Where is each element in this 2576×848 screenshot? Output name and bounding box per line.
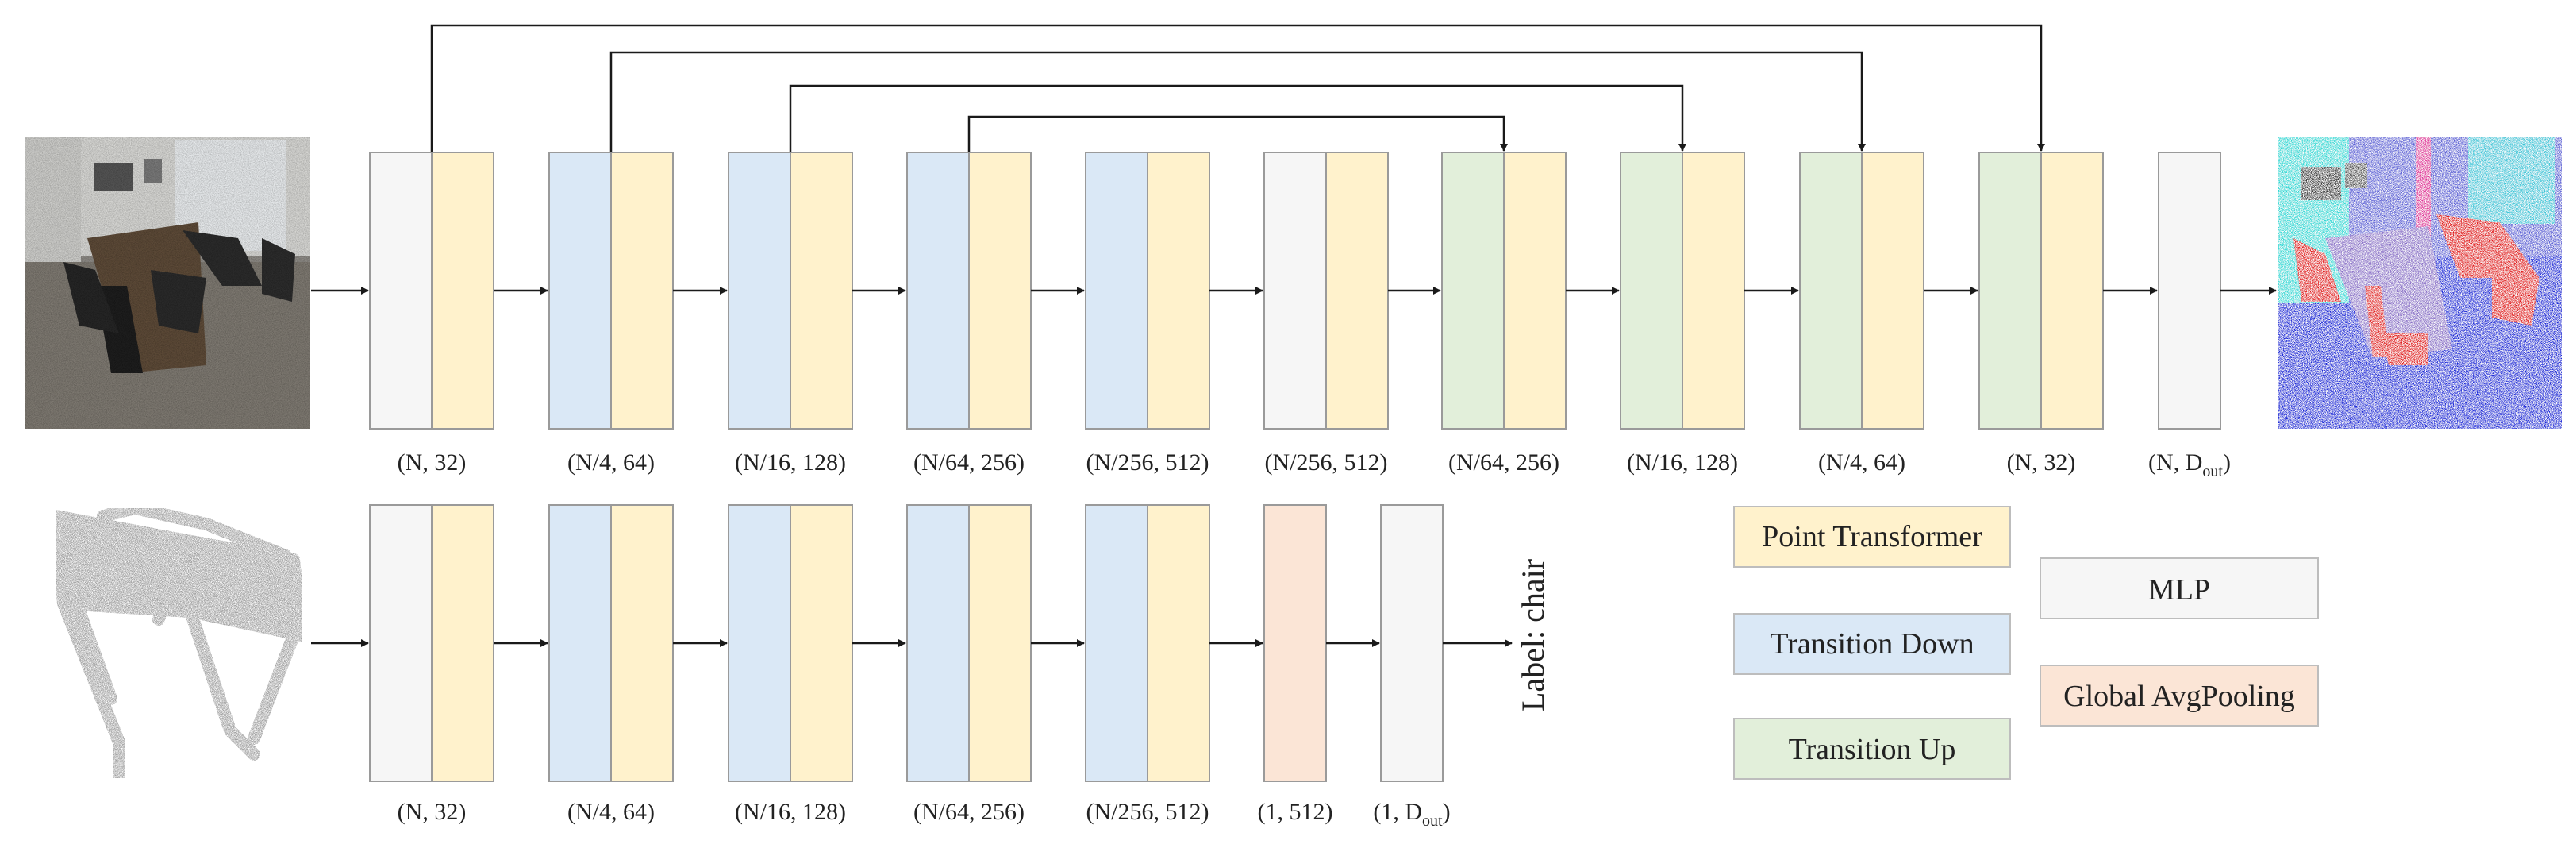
seg-shape-label-1: (N, 32)	[398, 449, 467, 476]
cls-stage-2-part-1	[548, 504, 612, 782]
seg-stage-10-part-2	[2040, 152, 2104, 430]
seg-stage-2	[548, 152, 674, 430]
cls-stage-2	[548, 504, 674, 782]
classification-network	[311, 504, 1513, 782]
legend-transition-up: Transition Up	[1733, 718, 2011, 780]
seg-stage-7-part-2	[1503, 152, 1567, 430]
cls-stage-6-part-1	[1263, 504, 1327, 782]
seg-stage-5	[1085, 152, 1210, 430]
cls-shape-label-4: (N/64, 256)	[913, 799, 1025, 825]
seg-stage-4-part-1	[906, 152, 970, 430]
cls-stage-7-part-1	[1380, 504, 1444, 782]
cls-stage-5-part-2	[1147, 504, 1210, 782]
seg-shape-label-5: (N/256, 512)	[1086, 449, 1209, 476]
segmentation-network	[311, 152, 2277, 430]
seg-stage-2-part-2	[610, 152, 674, 430]
cls-stage-1-part-1	[369, 504, 433, 782]
cls-shape-label-1: (N, 32)	[398, 799, 467, 825]
seg-stage-8-part-2	[1682, 152, 1745, 430]
cls-stage-1	[369, 504, 494, 782]
cls-shape-label-6: (1, 512)	[1258, 799, 1333, 825]
seg-stage-3-part-2	[790, 152, 853, 430]
legend: Point Transformer Transition Down Transi…	[1733, 506, 2319, 780]
seg-stage-2-part-1	[548, 152, 612, 430]
cls-stage-4-part-1	[906, 504, 970, 782]
seg-shape-label-7: (N/64, 256)	[1448, 449, 1559, 476]
seg-stage-10-part-1	[1978, 152, 2042, 430]
cls-stage-1-part-2	[431, 504, 494, 782]
cls-stage-3-part-2	[790, 504, 853, 782]
seg-stage-9-part-1	[1799, 152, 1863, 430]
seg-shape-label-9: (N/4, 64)	[1818, 449, 1905, 476]
svg-text:Transition Up: Transition Up	[1789, 733, 1956, 766]
input-chair-image	[49, 502, 308, 784]
seg-stage-3-part-1	[728, 152, 791, 430]
cls-shape-label-7: (1, Dout)	[1373, 799, 1450, 830]
svg-text:MLP: MLP	[2148, 573, 2210, 607]
cls-stage-2-part-2	[610, 504, 674, 782]
seg-stage-1-part-2	[431, 152, 494, 430]
skip-connection-1	[430, 24, 2045, 152]
seg-stage-5-part-1	[1085, 152, 1148, 430]
seg-stage-5-part-2	[1147, 152, 1210, 430]
seg-stage-6-part-1	[1263, 152, 1327, 430]
seg-shape-label-8: (N/16, 128)	[1627, 449, 1738, 476]
seg-shape-label-3: (N/16, 128)	[735, 449, 846, 476]
seg-stage-7-part-1	[1441, 152, 1505, 430]
seg-stage-3	[728, 152, 853, 430]
seg-stage-7	[1441, 152, 1567, 430]
seg-stage-9	[1799, 152, 1924, 430]
seg-stage-4	[906, 152, 1032, 430]
seg-stage-10	[1978, 152, 2104, 430]
seg-shape-label-10: (N, 32)	[2007, 449, 2076, 476]
classification-output-label: Label: chair	[1515, 559, 1551, 711]
seg-stage-9-part-2	[1861, 152, 1924, 430]
cls-shape-label-3: (N/16, 128)	[735, 799, 846, 825]
cls-stage-6	[1263, 504, 1327, 782]
cls-stage-4-part-2	[968, 504, 1032, 782]
cls-stage-3	[728, 504, 853, 782]
classification-shape-labels: (N, 32) (N/4, 64) (N/16, 128) (N/64, 256) (N…	[398, 799, 1451, 830]
cls-shape-label-2: (N/4, 64)	[567, 799, 655, 825]
svg-text:Transition Down: Transition Down	[1770, 627, 1974, 661]
seg-stage-4-part-2	[968, 152, 1032, 430]
seg-stage-11-part-1	[2158, 152, 2221, 430]
seg-stage-1-part-1	[369, 152, 433, 430]
seg-stage-8-part-1	[1620, 152, 1683, 430]
legend-transition-down: Transition Down	[1733, 613, 2011, 675]
legend-point-transformer: Point Transformer	[1733, 506, 2011, 568]
input-scene-image	[25, 137, 310, 429]
cls-stage-5	[1085, 504, 1210, 782]
cls-stage-7	[1380, 504, 1444, 782]
skip-connection-3	[789, 84, 1686, 152]
skip-connection-2	[609, 51, 1866, 152]
seg-stage-6-part-2	[1325, 152, 1389, 430]
legend-global-avgpooling: Global AvgPooling	[2040, 665, 2319, 727]
seg-shape-label-11: (N, Dout)	[2148, 449, 2231, 480]
cls-stage-3-part-1	[728, 504, 791, 782]
cls-stage-4	[906, 504, 1032, 782]
skip-connections	[430, 24, 2045, 152]
segmentation-shape-labels: (N, 32) (N/4, 64) (N/16, 128) (N/64, 256) (N…	[398, 449, 2231, 480]
seg-stage-1	[369, 152, 494, 430]
legend-mlp: MLP	[2040, 557, 2319, 619]
svg-text:Point Transformer: Point Transformer	[1762, 520, 1982, 553]
cls-shape-label-5: (N/256, 512)	[1086, 799, 1209, 825]
seg-shape-label-4: (N/64, 256)	[913, 449, 1025, 476]
skip-connection-4	[967, 115, 1508, 152]
seg-stage-6	[1263, 152, 1389, 430]
output-segmented-image	[2278, 137, 2562, 429]
seg-shape-label-6: (N/256, 512)	[1265, 449, 1388, 476]
seg-stage-8	[1620, 152, 1745, 430]
seg-stage-11	[2158, 152, 2221, 430]
cls-stage-5-part-1	[1085, 504, 1148, 782]
seg-shape-label-2: (N/4, 64)	[567, 449, 655, 476]
svg-text:Global AvgPooling: Global AvgPooling	[2063, 680, 2295, 713]
